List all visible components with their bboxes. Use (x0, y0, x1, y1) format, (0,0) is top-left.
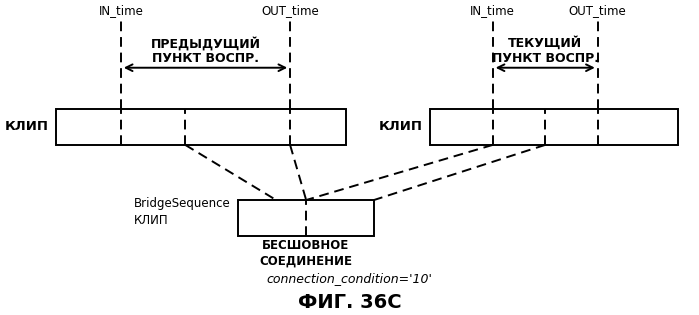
Bar (430, 109, 678, 145)
Text: КЛИП: КЛИП (379, 120, 423, 133)
Text: КЛИП: КЛИП (5, 120, 49, 133)
Text: ПРЕДЫДУЩИЙ
ПУНКТ ВОСПР.: ПРЕДЫДУЩИЙ ПУНКТ ВОСПР. (150, 36, 261, 65)
Text: БЕСШОВНОЕ
СОЕДИНЕНИЕ: БЕСШОВНОЕ СОЕДИНЕНИЕ (259, 239, 352, 267)
Text: OUT_time: OUT_time (261, 4, 319, 17)
Text: ФИГ. 36С: ФИГ. 36С (298, 293, 401, 312)
Text: IN_time: IN_time (99, 4, 143, 17)
Bar (238, 200, 374, 236)
Text: connection_condition='10': connection_condition='10' (266, 272, 433, 285)
Text: IN_time: IN_time (470, 4, 515, 17)
Text: OUT_time: OUT_time (569, 4, 626, 17)
Text: ТЕКУЩИЙ
ПУНКТ ВОСПР.: ТЕКУЩИЙ ПУНКТ ВОСПР. (491, 37, 599, 65)
Bar (56, 109, 346, 145)
Text: BridgeSequence
КЛИП: BridgeSequence КЛИП (134, 197, 231, 227)
